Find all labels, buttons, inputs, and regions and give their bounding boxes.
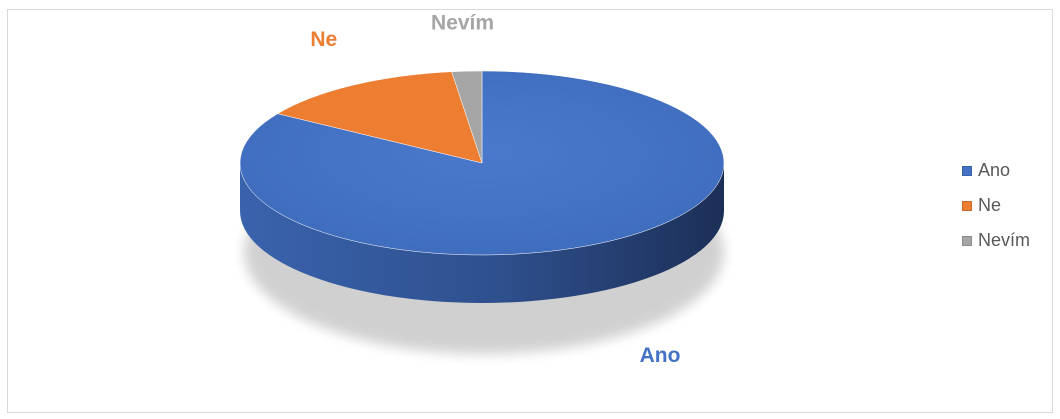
legend-label-ano: Ano (978, 160, 1011, 180)
legend-label-nevim: Nevím (978, 230, 1031, 250)
pie-side-ano (240, 163, 724, 303)
pie-side-group (240, 163, 724, 303)
data-label-ano: Ano (640, 344, 681, 367)
legend-item-ano: Ano (962, 160, 1030, 181)
legend: Ano Ne Nevím (962, 160, 1030, 251)
data-label-nevim: Nevím (431, 11, 494, 34)
pie-slice-ne (277, 71, 483, 164)
pie-data-labels: Ano Ne Nevím (310, 11, 680, 367)
legend-swatch-ano (962, 165, 972, 176)
legend-item-nevim: Nevím (962, 230, 1030, 251)
legend-label-ne: Ne (978, 195, 1002, 215)
pie-slice-nevim (451, 70, 483, 164)
legend-swatch-nevim (962, 235, 972, 246)
legend-swatch-ne (962, 200, 972, 211)
data-label-ne: Ne (310, 28, 337, 51)
legend-item-ne: Ne (962, 195, 1030, 216)
pie-slices-group (239, 70, 725, 256)
